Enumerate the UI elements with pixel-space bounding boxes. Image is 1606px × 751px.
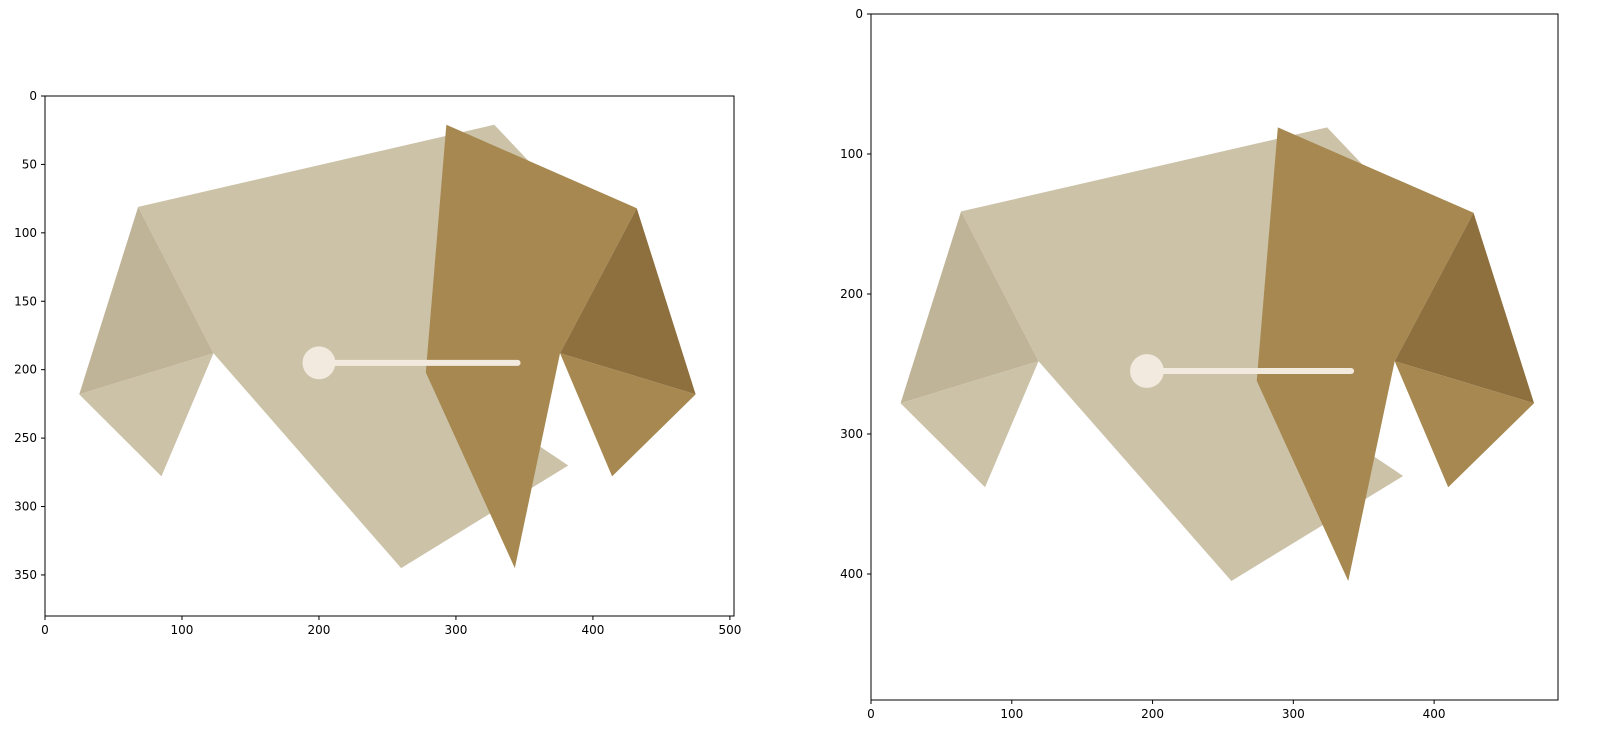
y-tick-label: 150 (14, 294, 37, 308)
artwork (79, 124, 696, 569)
left-image-panel: 0 100 200 300 400 500 0 50 100 150 200 250 300 350 (14, 89, 741, 637)
x-tick-label: 300 (1282, 707, 1305, 721)
y-tick-label: 50 (22, 157, 37, 171)
y-tick-label: 350 (14, 568, 37, 582)
light-shape-lower (900, 361, 1039, 488)
light-shape-lower (79, 353, 214, 477)
y-tick-label: 100 (840, 147, 863, 161)
y-tick-label: 0 (29, 89, 37, 103)
x-tick-label: 200 (1141, 707, 1164, 721)
light-shape-shade (900, 211, 1039, 404)
hand-knob (302, 346, 336, 380)
x-tick-label: 100 (1000, 707, 1023, 721)
y-tick-label: 100 (14, 226, 37, 240)
y-tick-label: 400 (840, 567, 863, 581)
x-tick-label: 400 (581, 623, 604, 637)
dark-shape-shade (1394, 212, 1535, 404)
dark-shape-shade (560, 208, 696, 395)
x-tick-label: 0 (41, 623, 49, 637)
y-tick-label: 300 (14, 500, 37, 514)
dark-shape-main (1256, 127, 1474, 582)
y-tick-label: 200 (14, 363, 37, 377)
dark-shape-lower (1394, 361, 1535, 488)
x-tick-label: 400 (1423, 707, 1446, 721)
x-tick-label: 300 (444, 623, 467, 637)
x-tick-label: 100 (171, 623, 194, 637)
y-tick-label: 250 (14, 431, 37, 445)
y-tick-label: 0 (855, 7, 863, 21)
axes-frame (870, 13, 1559, 701)
artwork (900, 127, 1535, 582)
light-shape-shade (79, 206, 214, 395)
dark-shape-lower (560, 353, 696, 477)
x-tick-label: 500 (718, 623, 741, 637)
x-tick-label: 0 (867, 707, 875, 721)
x-tick-label: 200 (308, 623, 331, 637)
dark-shape-main (425, 124, 637, 569)
axes-frame (44, 95, 735, 617)
right-image-panel: 0 100 200 300 400 0 100 200 300 400 (840, 7, 1559, 721)
y-tick-label: 200 (840, 287, 863, 301)
y-tick-label: 300 (840, 427, 863, 441)
hand-knob (1130, 354, 1164, 388)
